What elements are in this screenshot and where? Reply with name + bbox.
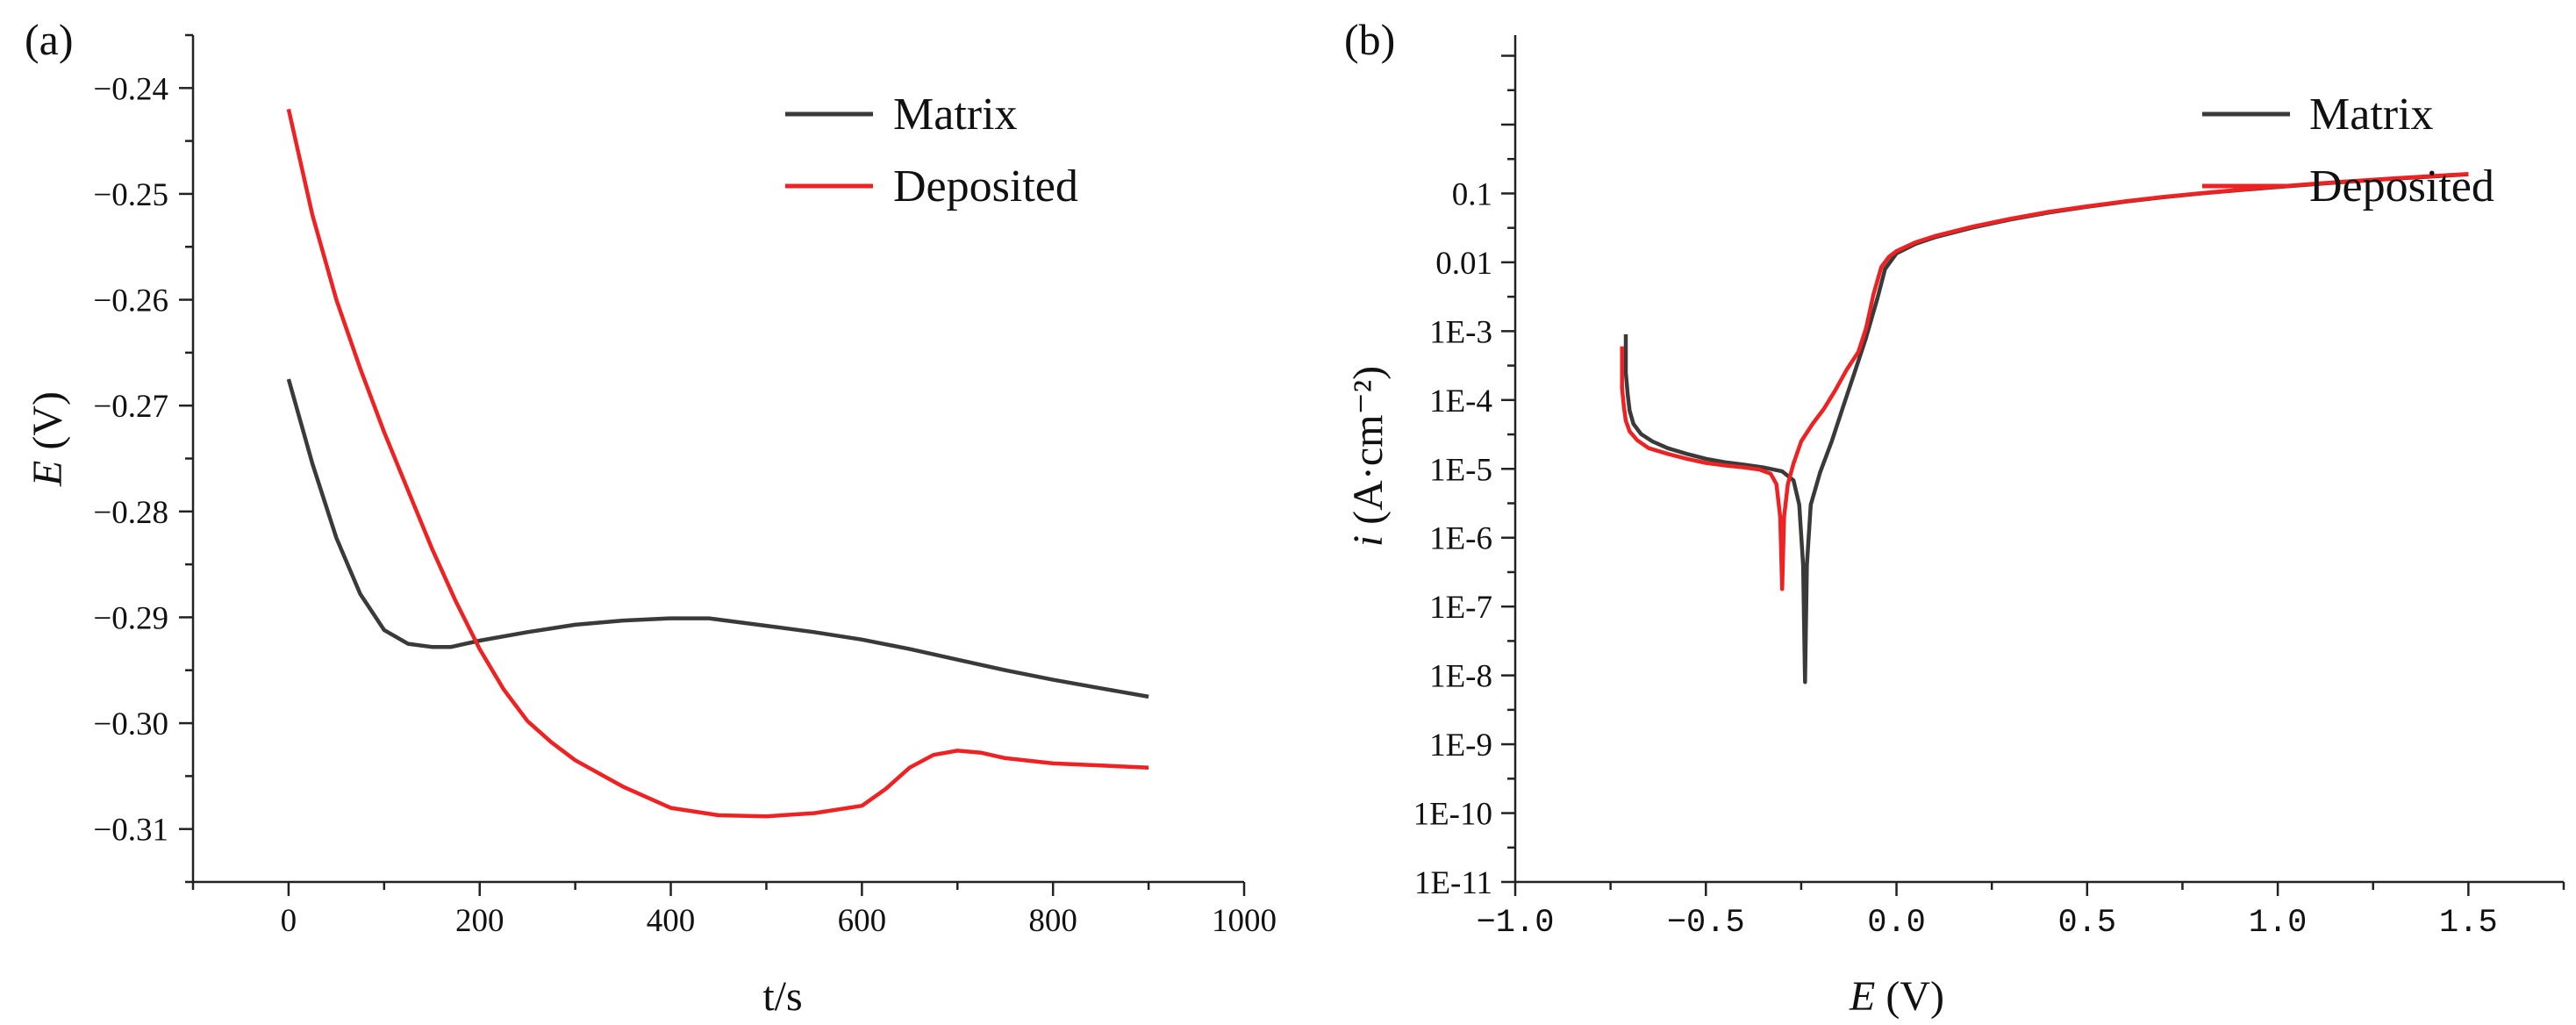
panel-a-axes: 0 200 400 600 800 1000 −0.24 −0.25 −0.26 −0.27 −0.… bbox=[93, 33, 1277, 939]
panel-a-x-tick-label: 200 bbox=[455, 903, 504, 939]
panel-b-y-tick-label: 1E-5 bbox=[1429, 452, 1492, 488]
panel-b-label: (b) bbox=[1344, 15, 1395, 64]
panel-b-y-tick-label: 1E-4 bbox=[1429, 383, 1492, 419]
panel-a-y-tick-label: −0.28 bbox=[93, 495, 168, 531]
panel-b-y-tick-label: 1E-8 bbox=[1429, 659, 1492, 695]
panel-b-legend-label-deposited: Deposited bbox=[2309, 161, 2494, 211]
panel-b-legend: Matrix Deposited bbox=[2202, 90, 2494, 211]
panel-a-y-tick-label: −0.27 bbox=[93, 389, 168, 425]
panel-a-y-tick-label: −0.30 bbox=[93, 706, 168, 742]
panel-a-x-axis-title: t/s bbox=[762, 973, 802, 1020]
panel-a-y-tick-label: −0.26 bbox=[93, 283, 168, 319]
panel-b-x-tick-label: 1.0 bbox=[2249, 905, 2308, 942]
panel-a-x-tick-label: 0 bbox=[281, 903, 297, 939]
panel-b-y-tick-label: 1E-7 bbox=[1429, 590, 1492, 626]
panel-b-x-tick-label: 1.5 bbox=[2439, 905, 2498, 942]
panel-b-y-tick-label: 1E-9 bbox=[1429, 728, 1492, 763]
panel-b-x-axis-unit: (V) bbox=[1875, 973, 1944, 1020]
panel-a-legend-label-matrix: Matrix bbox=[893, 90, 1018, 140]
panel-a-legend: Matrix Deposited bbox=[785, 90, 1078, 211]
panel-b-y-axis-var: i bbox=[1345, 535, 1392, 547]
panel-a-y-axis-title: E (V) bbox=[25, 391, 71, 487]
panel-b-y-axis-title: i (A·cm⁻²) bbox=[1345, 366, 1392, 547]
panel-b-series-line-deposited bbox=[1620, 171, 2469, 591]
panel-b-axes: −1.0 −0.5 0.0 0.5 1.0 1.5 0.1 0.01 1E-3 1E-4 1E-5 1… bbox=[1413, 35, 2565, 942]
panel-a-x-tick-label: 400 bbox=[647, 903, 696, 939]
panel-b-y-tick-label: 1E-10 bbox=[1413, 797, 1492, 833]
panel-b-legend-label-matrix: Matrix bbox=[2309, 90, 2434, 140]
panel-a-x-tick-label: 1000 bbox=[1212, 903, 1277, 939]
panel-a-y-axis-unit: (V) bbox=[25, 391, 71, 461]
panel-b-x-tick-label: −1.0 bbox=[1477, 905, 1555, 942]
panel-b-series-line-matrix bbox=[1623, 172, 2469, 685]
panel-a-series bbox=[286, 108, 1149, 819]
panel-a-y-tick-label: −0.31 bbox=[93, 813, 168, 849]
panel-b-x-tick-label: 0.5 bbox=[2058, 905, 2117, 942]
panel-b-y-tick-label: 1E-11 bbox=[1414, 865, 1492, 901]
panel-a-y-tick-label: −0.24 bbox=[93, 71, 168, 107]
panel-b-y-axis-unit: (A·cm⁻²) bbox=[1345, 366, 1392, 535]
panel-a-y-tick-label: −0.29 bbox=[93, 600, 168, 636]
panel-a-y-tick-label: −0.25 bbox=[93, 177, 168, 213]
panel-a-potential-vs-time: (a) 0 200 400 600 800 1000 −0.24 −0.25 −0.26 −0.2… bbox=[25, 15, 1277, 1020]
panel-a-x-tick-label: 800 bbox=[1028, 903, 1077, 939]
panel-a-series-line-matrix bbox=[286, 378, 1149, 699]
panel-a-label: (a) bbox=[25, 15, 74, 64]
panel-b-y-tick-label: 0.1 bbox=[1452, 176, 1492, 212]
panel-b-y-tick-label: 1E-6 bbox=[1429, 521, 1492, 557]
panel-b-y-tick-label: 0.01 bbox=[1435, 246, 1492, 282]
panel-b-x-axis-var: E bbox=[1849, 973, 1875, 1020]
panel-b-x-axis-title: E (V) bbox=[1849, 973, 1944, 1020]
panel-a-legend-label-deposited: Deposited bbox=[893, 161, 1078, 211]
panel-a-x-tick-label: 600 bbox=[838, 903, 887, 939]
panel-a-y-axis-var: E bbox=[25, 461, 71, 487]
panel-b-x-tick-label: 0.0 bbox=[1867, 905, 1926, 942]
panel-b-series bbox=[1620, 171, 2469, 685]
panel-b-x-tick-label: −0.5 bbox=[1667, 905, 1745, 942]
panel-b-y-tick-label: 1E-3 bbox=[1429, 314, 1492, 350]
panel-a-series-line-deposited bbox=[286, 108, 1149, 819]
panel-b-polarization-curves: (b) −1.0 −0.5 0.0 0.5 1.0 1.5 0.1 0.01 1E-3 1E-4 1… bbox=[1344, 15, 2565, 1020]
